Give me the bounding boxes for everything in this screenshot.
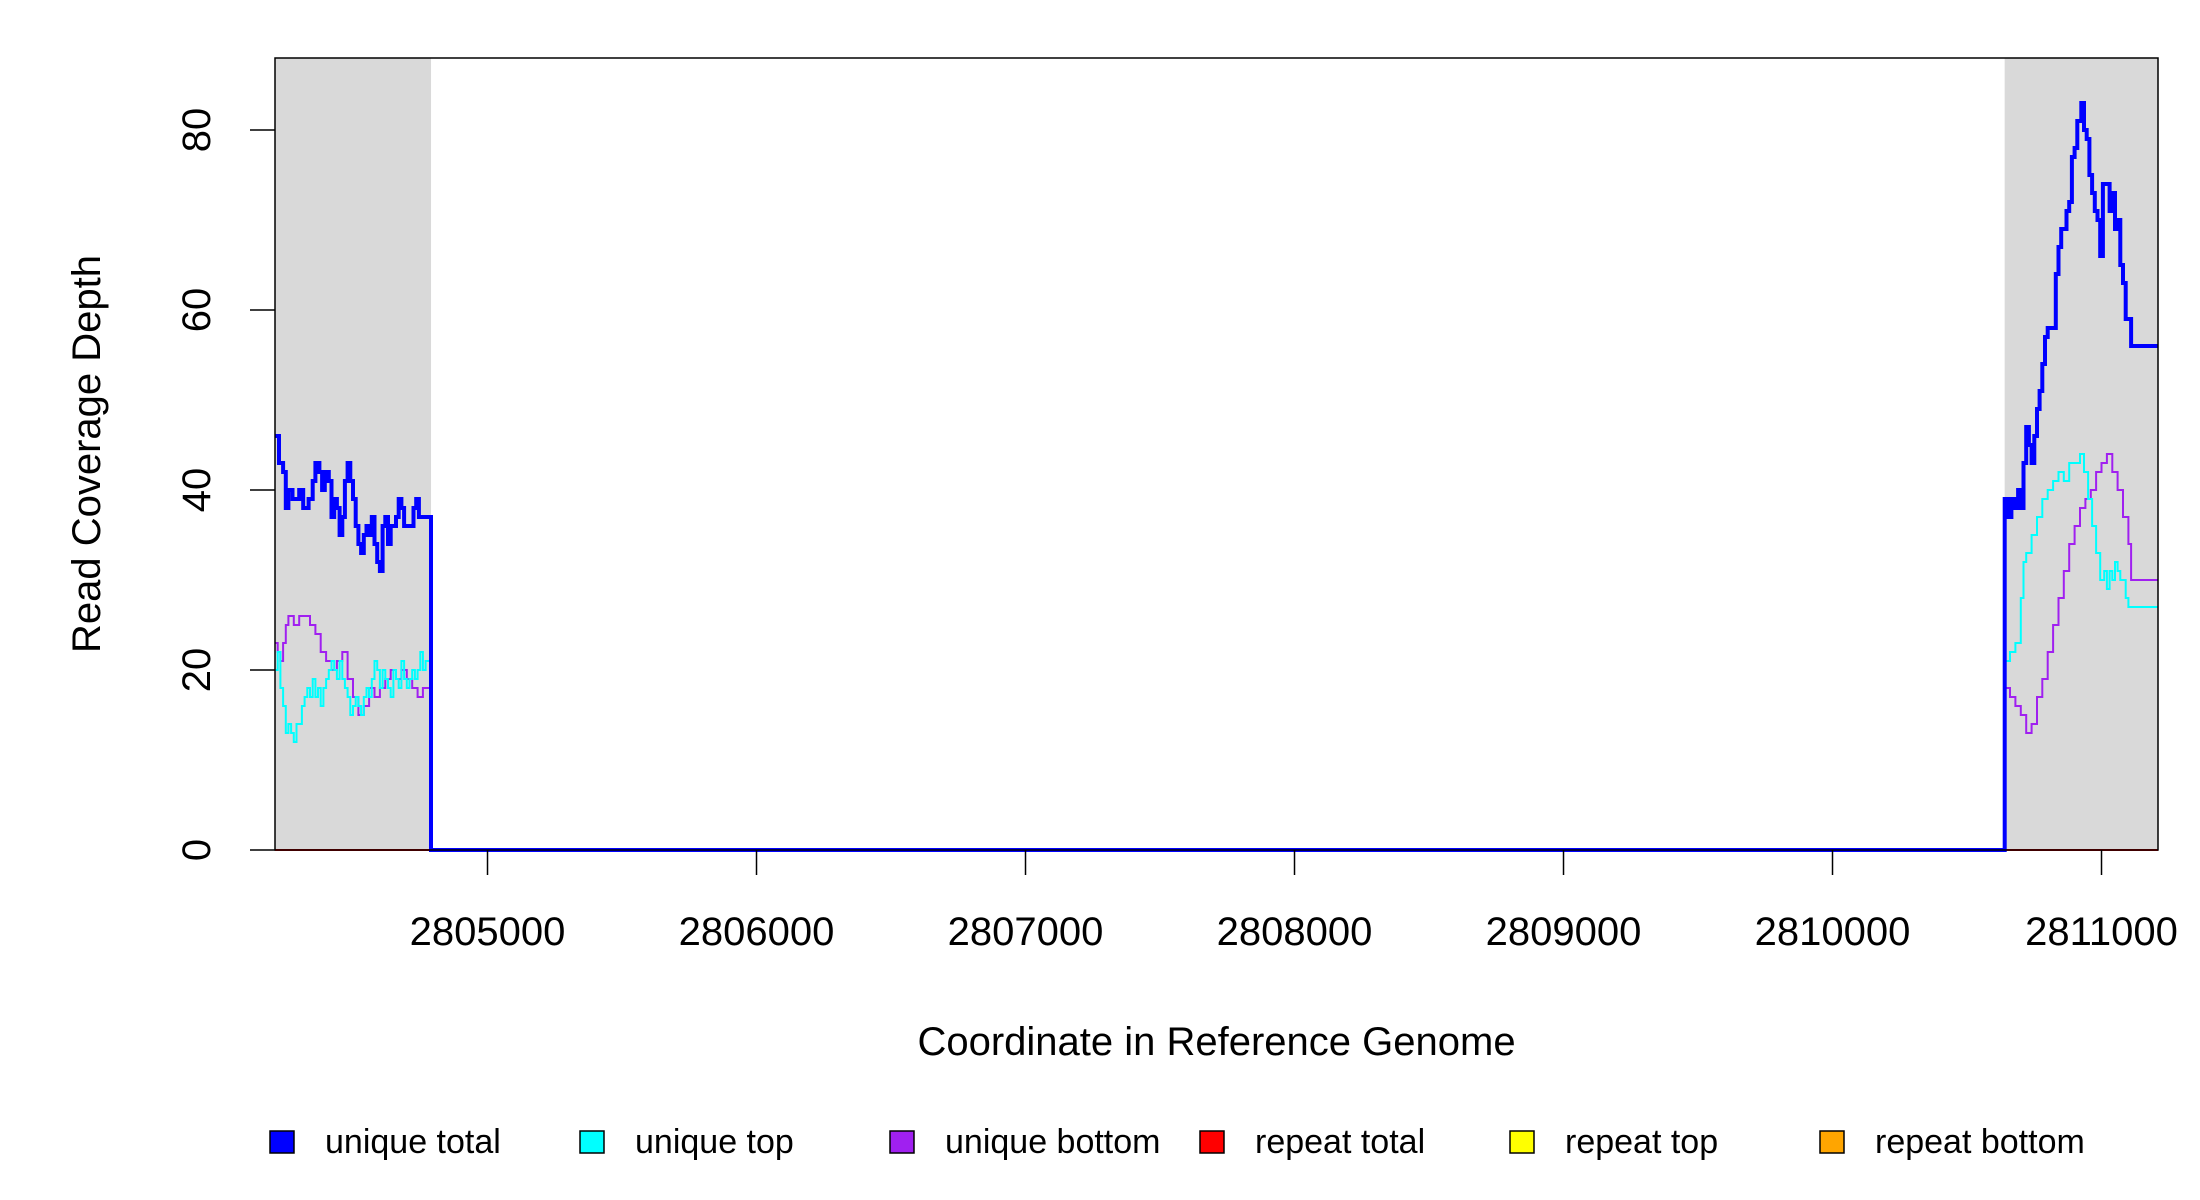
shaded-region-1 (275, 58, 432, 850)
series-line-unique-bottom (275, 453, 2158, 851)
x-tick-label: 2808000 (1217, 910, 1373, 954)
x-tick-label: 2806000 (679, 910, 835, 954)
x-tick-label: 2805000 (410, 910, 566, 954)
legend-label: unique bottom (945, 1123, 1161, 1161)
series-lines (275, 101, 2158, 852)
legend-swatch (889, 1130, 915, 1154)
legend: unique total unique top unique bottom repea… (269, 1123, 2085, 1161)
x-tick-label: 2810000 (1755, 910, 1911, 954)
legend-label: repeat top (1565, 1123, 1718, 1161)
y-tick-label: 20 (175, 648, 219, 693)
x-axis: 2805000 2806000 2807000 2808000 2809000 28100… (410, 850, 2178, 954)
legend-label: unique total (325, 1123, 501, 1161)
y-axis-label: Read Coverage Depth (65, 255, 109, 653)
plot-frame (274, 57, 2159, 851)
series-line-unique-top (275, 453, 2158, 851)
y-tick-label: 60 (175, 288, 219, 333)
series-line-unique-total (275, 101, 2158, 852)
x-tick-label: 2809000 (1486, 910, 1642, 954)
legend-swatch (1509, 1130, 1535, 1154)
y-tick-label: 80 (175, 108, 219, 153)
legend-label: unique top (635, 1123, 794, 1161)
x-tick-label: 2811000 (2025, 910, 2178, 954)
legend-swatch (579, 1130, 605, 1154)
legend-swatch (1819, 1130, 1845, 1154)
legend-label: repeat bottom (1875, 1123, 2085, 1161)
y-axis: 0 20 40 60 80 (175, 108, 275, 861)
legend-swatch (269, 1130, 295, 1154)
shaded-regions (275, 58, 2158, 850)
y-tick-label: 40 (175, 468, 219, 513)
legend-swatch (1199, 1130, 1225, 1154)
y-tick-label: 0 (175, 839, 219, 861)
legend-label: repeat total (1255, 1123, 1425, 1161)
x-tick-label: 2807000 (948, 910, 1104, 954)
x-axis-label: Coordinate in Reference Genome (917, 1020, 1515, 1064)
